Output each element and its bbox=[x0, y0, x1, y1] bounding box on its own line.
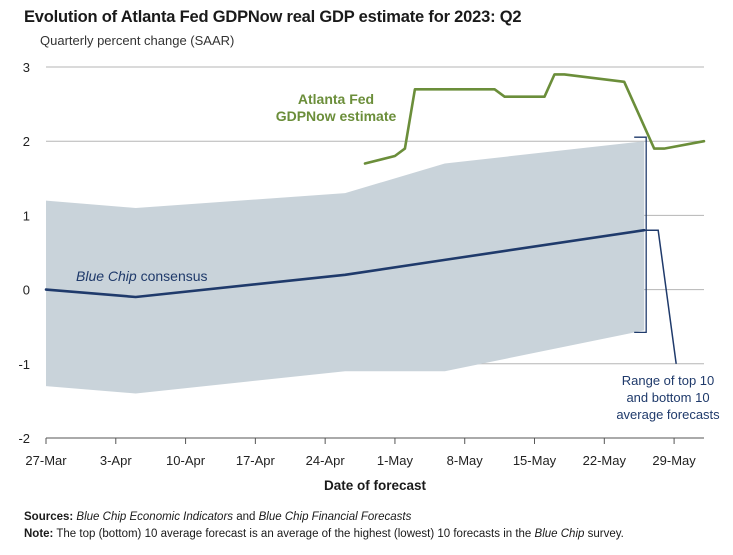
y-tick-label: 1 bbox=[23, 208, 30, 223]
range-band bbox=[46, 141, 645, 394]
source-2: Blue Chip Financial Forecasts bbox=[258, 511, 412, 523]
consensus-line bbox=[44, 228, 646, 299]
x-tick-label: 22-May bbox=[583, 453, 627, 468]
x-axis-title: Date of forecast bbox=[324, 478, 427, 493]
x-tick-label: 17-Apr bbox=[236, 453, 276, 468]
note-label: Note: bbox=[24, 528, 54, 540]
note-text-1: The top (bottom) 10 average forecast is … bbox=[53, 528, 535, 540]
gdpnow-line bbox=[363, 73, 706, 165]
y-tick-label: -2 bbox=[18, 431, 30, 446]
source-1: Blue Chip Economic Indicators bbox=[76, 511, 234, 523]
chart-subtitle: Quarterly percent change (SAAR) bbox=[40, 33, 235, 48]
range-label-line1: Range of top 10 bbox=[622, 373, 715, 388]
x-tick-label: 24-Apr bbox=[306, 453, 346, 468]
x-tick-label: 29-May bbox=[652, 453, 696, 468]
range-label-line2: and bottom 10 bbox=[626, 390, 709, 405]
chart-title: Evolution of Atlanta Fed GDPNow real GDP… bbox=[24, 8, 522, 26]
x-tick-label: 8-May bbox=[447, 453, 484, 468]
consensus-label-rest: consensus bbox=[137, 268, 208, 284]
range-label-line3: average forecasts bbox=[616, 407, 720, 422]
x-tick-label: 15-May bbox=[513, 453, 557, 468]
range-bracket bbox=[634, 136, 647, 334]
gdpnow-label-line1: Atlanta Fed bbox=[298, 91, 374, 107]
gdpnow-label-line2: GDPNow estimate bbox=[276, 108, 397, 124]
range-callout-line bbox=[644, 229, 677, 364]
x-tick-label: 10-Apr bbox=[166, 453, 206, 468]
x-tick-label: 27-Mar bbox=[25, 453, 67, 468]
y-tick-label: 2 bbox=[23, 134, 30, 149]
y-tick-label: 0 bbox=[23, 283, 30, 298]
note-source: Blue Chip bbox=[534, 528, 585, 540]
sources-conjunction: and bbox=[233, 511, 259, 523]
y-tick-label: -1 bbox=[18, 357, 30, 372]
y-tick-label: 3 bbox=[23, 60, 30, 75]
sources-label: Sources: bbox=[24, 511, 74, 523]
x-tick-label: 1-May bbox=[377, 453, 414, 468]
sources-note: Sources: Blue Chip Economic Indicators a… bbox=[24, 511, 411, 523]
footnote: Note: The top (bottom) 10 average foreca… bbox=[24, 528, 624, 540]
note-text-2: survey. bbox=[584, 528, 624, 540]
consensus-label-source: Blue Chip bbox=[76, 268, 137, 284]
x-tick-label: 3-Apr bbox=[100, 453, 132, 468]
consensus-label: Blue Chip consensus bbox=[76, 268, 208, 284]
